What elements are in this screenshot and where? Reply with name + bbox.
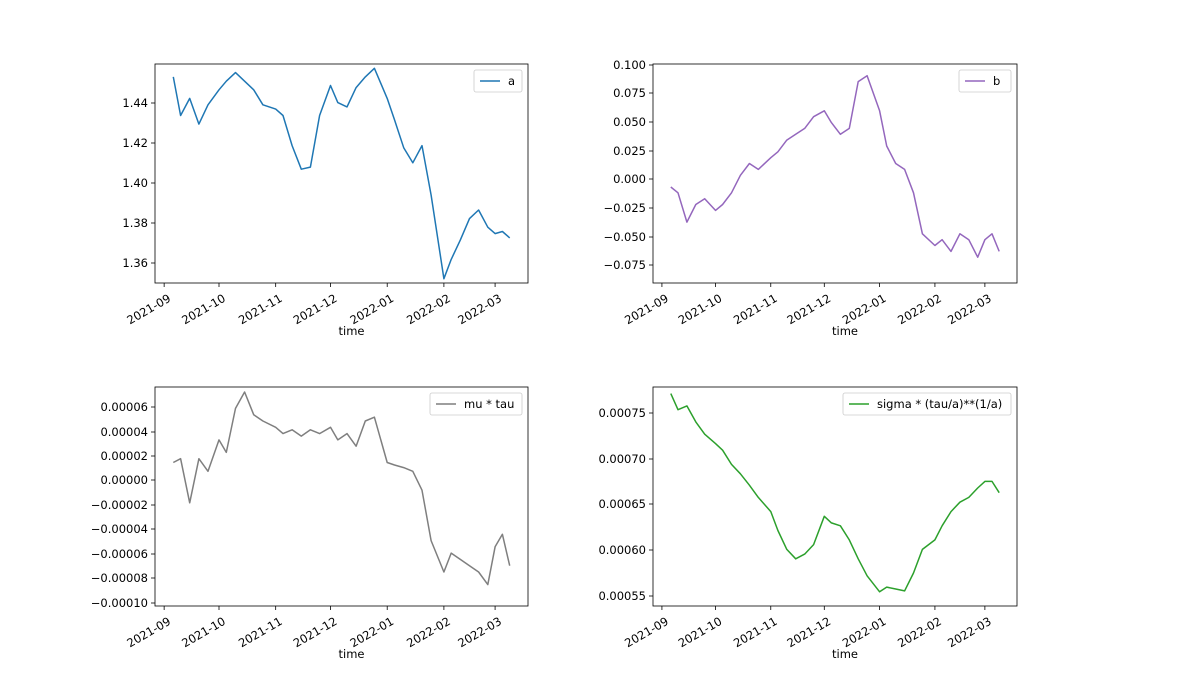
x-tick-label: 2021-12 [785, 291, 834, 327]
legend-entry: a [508, 74, 515, 88]
axes-frame [154, 386, 529, 607]
legend-entry: mu * tau [464, 397, 514, 411]
x-tick-label: 2022-01 [840, 614, 889, 650]
x-tick-label: 2022-03 [945, 614, 994, 650]
legend-entry: b [993, 74, 1000, 88]
subplot-b: 2021-09 2021-10 2021-11 2021-12 2022-01 2022-… [603, 58, 1018, 338]
y-tick-label: 1.38 [122, 216, 148, 230]
series-line-1-1 [172, 67, 511, 280]
legend-box [429, 392, 523, 416]
y-tick-label: 0.00006 [100, 400, 148, 414]
x-tick-label: 2022-01 [840, 291, 889, 327]
y-tick-label: −0.00008 [91, 571, 148, 585]
legend-box [842, 392, 1012, 416]
x-tick-label: 2021-09 [622, 614, 671, 650]
x-tick-label: 2021-09 [124, 291, 173, 327]
y-tick-label: 1.40 [122, 176, 148, 190]
x-tick-label: 2021-09 [622, 291, 671, 327]
x-tick-label: 2022-01 [347, 291, 396, 327]
x-tick-label: 2021-11 [236, 614, 285, 650]
x-axis-label: time [339, 324, 365, 338]
y-tick-label: 0.00070 [598, 452, 646, 466]
x-axis-label: time [339, 647, 365, 661]
y-tick-label: 0.100 [613, 58, 646, 72]
x-tick-label: 2022-03 [945, 291, 994, 327]
x-tick-label: 2021-11 [236, 291, 285, 327]
x-tick-label: 2021-09 [124, 614, 173, 650]
x-tick-label: 2022-03 [455, 614, 504, 650]
y-tick-label: 0.075 [613, 86, 646, 100]
y-tick-label: 0.00065 [598, 497, 646, 511]
y-tick-label: 0.00075 [598, 406, 646, 420]
y-tick-label: 0.00004 [100, 425, 148, 439]
axes-frame [652, 386, 1018, 607]
y-tick-label: 1.42 [122, 136, 148, 150]
subplot-sigma: 2021-09 2021-10 2021-11 2021-12 2022-01 2022-… [598, 386, 1018, 661]
x-tick-label: 2021-10 [676, 614, 725, 650]
y-tick-label: −0.00010 [91, 596, 148, 610]
y-tick-label: −0.00006 [91, 547, 148, 561]
y-tick-label: 1.44 [122, 96, 148, 110]
x-tick-label: 2021-12 [785, 614, 834, 650]
axes-frame [154, 63, 529, 284]
subplot-mu-tau: 2021-09 2021-10 2021-11 2021-12 2022-01 2022-… [91, 386, 529, 661]
y-tick-label: 0.050 [613, 115, 646, 129]
x-axis-label: time [832, 647, 858, 661]
x-tick-label: 2021-11 [731, 291, 780, 327]
x-tick-label: 2021-10 [676, 291, 725, 327]
y-tick-label: 0.025 [613, 144, 646, 158]
series-line-4-1 [670, 393, 1000, 593]
x-tick-label: 2022-02 [404, 614, 453, 650]
x-tick-label: 2021-12 [291, 614, 340, 650]
x-tick-label: 2022-02 [895, 614, 944, 650]
y-tick-label: −0.00002 [91, 498, 148, 512]
y-tick-label: −0.00004 [91, 522, 148, 536]
y-tick-label: 0.00000 [100, 473, 148, 487]
y-tick-label: 0.000 [613, 172, 646, 186]
y-tick-label: −0.075 [603, 258, 646, 272]
y-tick-label: 0.00002 [100, 449, 148, 463]
x-tick-label: 2021-11 [731, 614, 780, 650]
x-tick-label: 2022-03 [455, 291, 504, 327]
x-tick-label: 2021-10 [179, 291, 228, 327]
x-tick-label: 2021-10 [179, 614, 228, 650]
y-tick-label: 0.00055 [598, 589, 646, 603]
x-axis-label: time [832, 324, 858, 338]
series-line-2-1 [670, 74, 1000, 258]
subplot-a: 2021-09 2021-10 2021-11 2021-12 2022-01 2022-… [122, 63, 529, 338]
x-tick-label: 2021-12 [291, 291, 340, 327]
y-tick-label: 1.36 [122, 256, 148, 270]
legend-entry: sigma * (tau/a)**(1/a) [877, 397, 1002, 411]
x-tick-label: 2022-02 [895, 291, 944, 327]
x-tick-label: 2022-02 [404, 291, 453, 327]
axes-frame [652, 63, 1018, 284]
y-tick-label: −0.050 [603, 230, 646, 244]
y-tick-label: −0.025 [603, 201, 646, 215]
x-tick-label: 2022-01 [347, 614, 396, 650]
series-line-3-1 [172, 391, 511, 586]
y-tick-label: 0.00060 [598, 543, 646, 557]
